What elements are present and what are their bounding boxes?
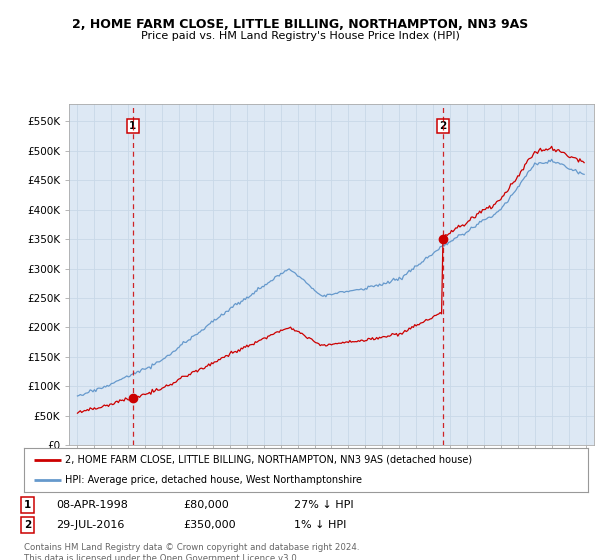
Text: Contains HM Land Registry data © Crown copyright and database right 2024.
This d: Contains HM Land Registry data © Crown c…: [24, 543, 359, 560]
Text: 2: 2: [24, 520, 31, 530]
Text: 27% ↓ HPI: 27% ↓ HPI: [294, 500, 353, 510]
Text: 2, HOME FARM CLOSE, LITTLE BILLING, NORTHAMPTON, NN3 9AS: 2, HOME FARM CLOSE, LITTLE BILLING, NORT…: [72, 18, 528, 31]
Text: 2, HOME FARM CLOSE, LITTLE BILLING, NORTHAMPTON, NN3 9AS (detached house): 2, HOME FARM CLOSE, LITTLE BILLING, NORT…: [65, 455, 472, 465]
Text: 1: 1: [24, 500, 31, 510]
Text: 08-APR-1998: 08-APR-1998: [56, 500, 128, 510]
Text: £350,000: £350,000: [183, 520, 236, 530]
Text: Price paid vs. HM Land Registry's House Price Index (HPI): Price paid vs. HM Land Registry's House …: [140, 31, 460, 41]
Text: 2: 2: [439, 121, 446, 131]
Text: 1% ↓ HPI: 1% ↓ HPI: [294, 520, 346, 530]
Text: HPI: Average price, detached house, West Northamptonshire: HPI: Average price, detached house, West…: [65, 475, 362, 485]
Text: £80,000: £80,000: [183, 500, 229, 510]
Text: 29-JUL-2016: 29-JUL-2016: [56, 520, 124, 530]
Text: 1: 1: [129, 121, 136, 131]
